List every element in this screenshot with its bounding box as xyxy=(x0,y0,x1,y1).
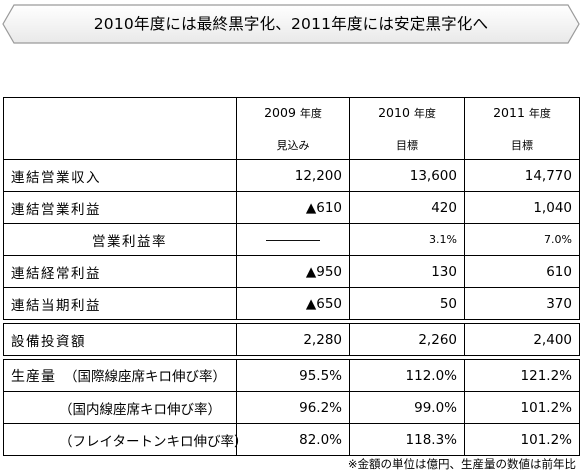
production-row: （フレイタートンキロ伸び率） 82.0% 118.3% 101.2% xyxy=(3,423,580,456)
production-label: 生産量 xyxy=(11,369,56,385)
cell-value: 82.0% xyxy=(236,423,350,456)
capex-row: 設備投資額 2,280 2,260 2,400 xyxy=(3,323,580,356)
table-row: 連結営業収入 12,200 13,600 14,770 xyxy=(3,159,580,192)
table-row: 連結経常利益 ▲950 130 610 xyxy=(3,255,580,288)
cell-value: 420 xyxy=(349,191,465,224)
financial-table: 2009 年度 見込み 2010 年度 目標 2011 年度 目標 連結営業収入… xyxy=(3,97,580,456)
page-title: 2010年度には最終黒字化、2011年度には安定黒字化へ xyxy=(93,15,489,33)
row-label: 連結経常利益 xyxy=(3,255,237,288)
production-label-cell: 生産量 （国際線座席キロ伸び率） xyxy=(3,359,237,392)
cell-value: 118.3% xyxy=(349,423,465,456)
header-empty-cell xyxy=(3,97,237,160)
row-label: （フレイタートンキロ伸び率） xyxy=(3,423,247,456)
cell-value: 12,200 xyxy=(236,159,350,192)
header-col-2010: 2010 年度 目標 xyxy=(349,97,465,160)
row-label: 連結営業収入 xyxy=(3,159,237,192)
header-col-2009: 2009 年度 見込み xyxy=(236,97,350,160)
cell-value: 2,280 xyxy=(236,323,350,356)
header-year: 2011 xyxy=(493,104,525,120)
table-row: 連結営業利益 ▲610 420 1,040 xyxy=(3,191,580,224)
cell-value: ―――― xyxy=(236,223,350,256)
cell-value: 610 xyxy=(464,255,580,288)
row-label: 連結当期利益 xyxy=(3,287,237,320)
title-banner: 2010年度には最終黒字化、2011年度には安定黒字化へ xyxy=(2,4,580,44)
row-label: 設備投資額 xyxy=(3,323,237,356)
cell-value: 2,400 xyxy=(464,323,580,356)
row-label: （国内線座席キロ伸び率） xyxy=(3,391,237,424)
header-year: 2010 xyxy=(378,104,410,120)
footnote: ※金額の単位は億円、生産量の数値は前年比 xyxy=(347,457,576,471)
header-year-suffix: 年度 xyxy=(413,106,436,120)
row-label: 営業利益率 xyxy=(3,223,237,256)
banner-shape xyxy=(2,4,580,44)
cell-value: 101.2% xyxy=(464,391,580,424)
cell-value: 112.0% xyxy=(349,359,465,392)
cell-value: 130 xyxy=(349,255,465,288)
cell-value: 101.2% xyxy=(464,423,580,456)
production-row: 生産量 （国際線座席キロ伸び率） 95.5% 112.0% 121.2% xyxy=(3,359,580,392)
table-row: 営業利益率 ―――― 3.1% 7.0% xyxy=(3,223,580,256)
row-label: 連結営業利益 xyxy=(3,191,237,224)
row-label: （国際線座席キロ伸び率） xyxy=(64,369,226,385)
cell-value: 95.5% xyxy=(236,359,350,392)
header-year-suffix: 年度 xyxy=(299,106,322,120)
cell-value: 99.0% xyxy=(349,391,465,424)
cell-value: 96.2% xyxy=(236,391,350,424)
cell-value: 50 xyxy=(349,287,465,320)
header-year-suffix: 年度 xyxy=(528,106,551,120)
table-row: 連結当期利益 ▲650 50 370 xyxy=(3,287,580,320)
header-sub: 見込み xyxy=(276,138,310,152)
cell-value: 1,040 xyxy=(464,191,580,224)
header-sub: 目標 xyxy=(396,138,418,152)
cell-value: 3.1% xyxy=(349,223,465,256)
cell-value: 2,260 xyxy=(349,323,465,356)
cell-value: 121.2% xyxy=(464,359,580,392)
cell-value: 14,770 xyxy=(464,159,580,192)
header-year: 2009 xyxy=(264,104,296,120)
cell-value: 13,600 xyxy=(349,159,465,192)
cell-value: ▲950 xyxy=(236,255,350,288)
table-header-row: 2009 年度 見込み 2010 年度 目標 2011 年度 目標 xyxy=(3,97,580,160)
cell-value: 370 xyxy=(464,287,580,320)
header-col-2011: 2011 年度 目標 xyxy=(464,97,580,160)
production-row: （国内線座席キロ伸び率） 96.2% 99.0% 101.2% xyxy=(3,391,580,424)
cell-value: 7.0% xyxy=(464,223,580,256)
cell-value: ▲610 xyxy=(236,191,350,224)
header-sub: 目標 xyxy=(511,138,533,152)
cell-value: ▲650 xyxy=(236,287,350,320)
